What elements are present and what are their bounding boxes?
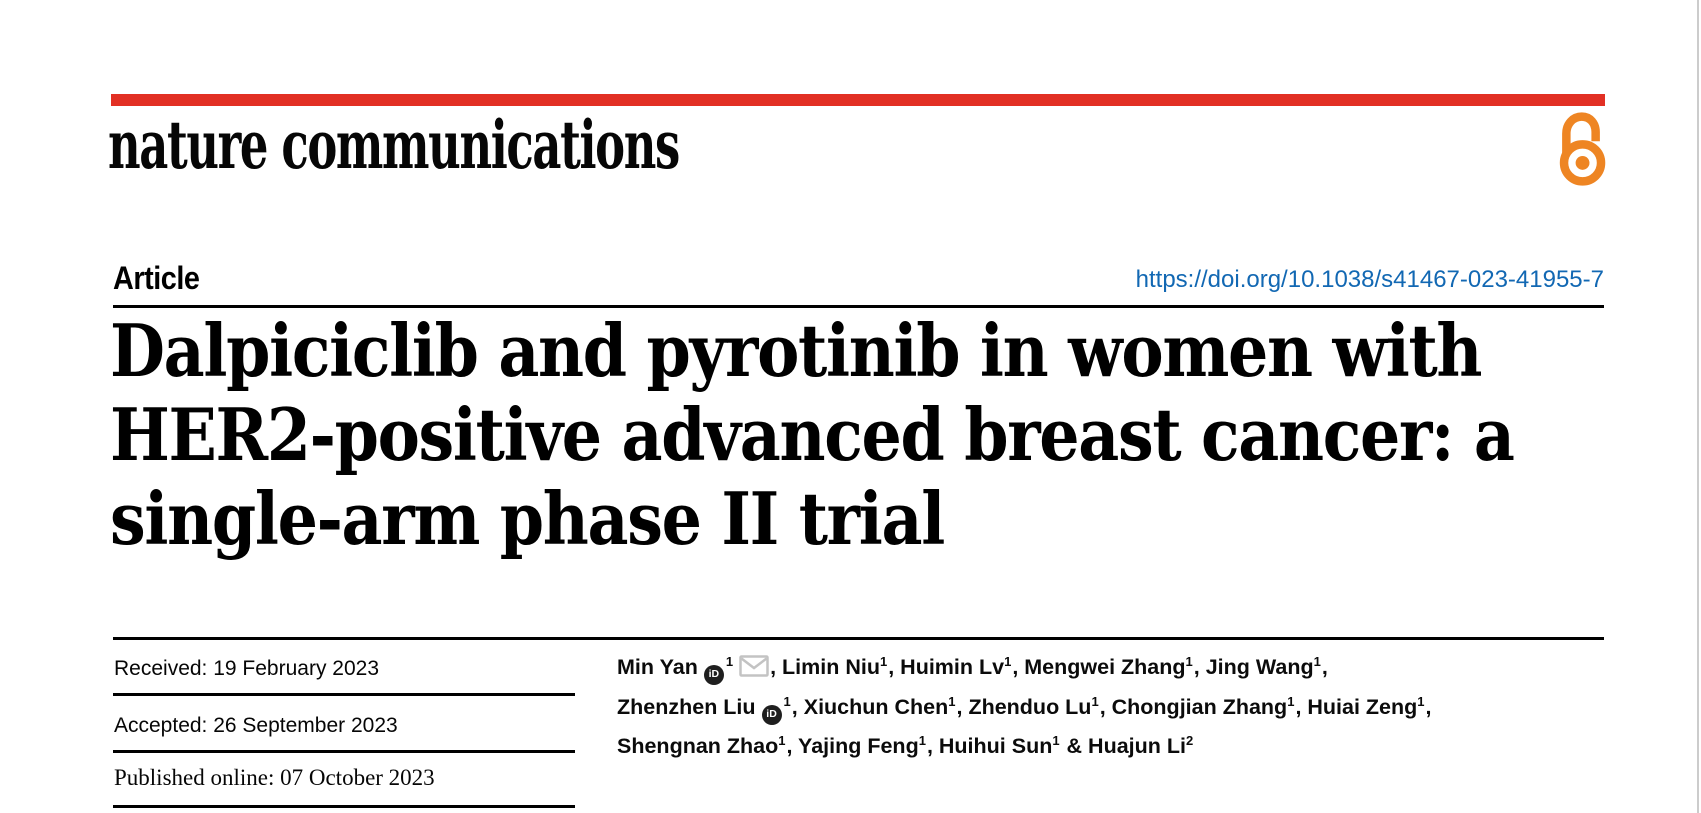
- author-name: , Chongjian Zhang: [1099, 695, 1288, 719]
- history-divider-1: [113, 693, 575, 696]
- author-name: , Huimin Lv: [888, 655, 1005, 679]
- author-name: & Huajun Li: [1060, 734, 1186, 758]
- author-name: ,: [1425, 695, 1432, 719]
- affiliation-superscript: 1: [1313, 654, 1321, 669]
- author-name: Min Yan: [617, 655, 698, 679]
- history-divider-3: [113, 805, 575, 808]
- affiliation-superscript: 1: [879, 654, 888, 669]
- paper-title-line-2: HER2-positive advanced breast cancer: a: [110, 392, 1515, 477]
- divider-above-history: [113, 637, 1604, 640]
- author-name: Zhenzhen Liu: [617, 695, 756, 719]
- author-name: , Jing Wang: [1193, 655, 1314, 679]
- history-divider-2: [113, 750, 575, 753]
- author-name: , Huihui Sun: [926, 734, 1053, 758]
- affiliation-superscript: 1: [948, 694, 956, 709]
- author-name: ,: [1321, 655, 1328, 679]
- journal-logo: nature communications: [108, 106, 680, 184]
- received-date: Received: 19 February 2023: [114, 657, 379, 680]
- author-name: , Yajing Feng: [786, 734, 919, 758]
- affiliation-superscript: 1: [1185, 654, 1193, 669]
- affiliation-superscript: 1: [1287, 694, 1295, 709]
- author-name: , Huiai Zeng: [1295, 695, 1418, 719]
- affiliation-superscript: 1: [1052, 733, 1060, 748]
- author-line-3: Shengnan Zhao1, Yajing Feng1, Huihui Sun…: [617, 728, 1627, 767]
- orcid-icon[interactable]: iD: [703, 664, 724, 685]
- email-icon[interactable]: [739, 655, 769, 682]
- author-line-1: Min Yan iD1, Limin Niu1, Huimin Lv1, Meng…: [617, 649, 1627, 689]
- affiliation-superscript: 1: [1091, 694, 1099, 709]
- author-name: , Xiuchun Chen: [791, 695, 949, 719]
- doi-link[interactable]: https://doi.org/10.1038/s41467-023-41955…: [1135, 266, 1604, 293]
- paper-title-line-3: single-arm phase II trial: [110, 476, 945, 561]
- affiliation-superscript: 1: [918, 733, 926, 748]
- page-right-edge: [1697, 0, 1699, 813]
- accepted-date: Accepted: 26 September 2023: [114, 714, 398, 737]
- published-date: Published online: 07 October 2023: [114, 765, 435, 790]
- author-name: , Mengwei Zhang: [1012, 655, 1186, 679]
- author-name: Shengnan Zhao: [617, 734, 779, 758]
- open-access-padlock-icon: [1559, 112, 1606, 186]
- author-line-2: Zhenzhen Liu iD1, Xiuchun Chen1, Zhenduo …: [617, 689, 1627, 728]
- author-list: Min Yan iD1, Limin Niu1, Huimin Lv1, Meng…: [617, 649, 1627, 767]
- author-name: , Zhenduo Lu: [956, 695, 1092, 719]
- brand-red-bar: [111, 94, 1605, 106]
- affiliation-superscript: 1: [725, 654, 734, 669]
- article-type-label: Article: [113, 260, 200, 296]
- affiliation-superscript: 1: [778, 733, 786, 748]
- author-name: , Limin Niu: [770, 655, 880, 679]
- affiliation-superscript: 2: [1186, 733, 1194, 748]
- divider-under-article-row: [113, 305, 1604, 308]
- affiliation-superscript: 1: [783, 694, 791, 709]
- orcid-icon[interactable]: iD: [761, 704, 782, 725]
- affiliation-superscript: 1: [1417, 694, 1425, 709]
- paper-title-line-1: Dalpiciclib and pyrotinib in women with: [110, 308, 1483, 393]
- affiliation-superscript: 1: [1004, 654, 1012, 669]
- paper-title: Dalpiciclib and pyrotinib in women with …: [110, 308, 1515, 561]
